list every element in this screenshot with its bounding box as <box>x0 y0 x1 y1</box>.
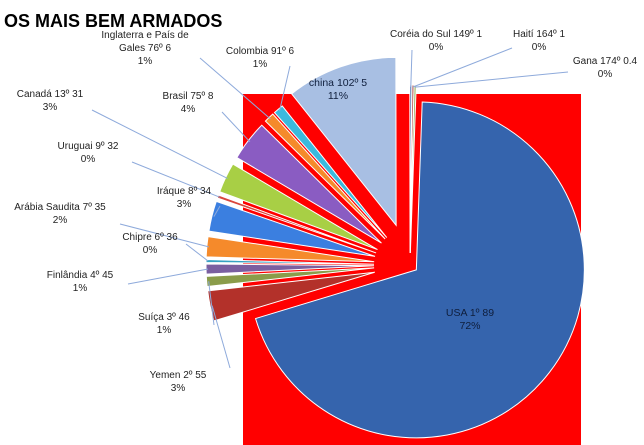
leader-line <box>213 205 221 217</box>
pie-slice <box>409 84 417 254</box>
slice-label: Suíça 3º 46 1% <box>138 312 190 336</box>
leader-line <box>410 49 413 88</box>
leader-line <box>185 243 209 262</box>
leader-line <box>415 71 569 88</box>
slice-label: Uruguai 9º 32 0% <box>58 141 119 165</box>
leader-line <box>412 47 513 88</box>
pie-slice <box>273 105 388 238</box>
leader-lines <box>91 47 569 369</box>
slice-label: Canadá 13º 31 3% <box>17 89 84 113</box>
slice-label: Yemen 2º 55 3% <box>150 370 207 394</box>
leader-line <box>119 223 209 248</box>
slice-label: Finlândia 4º 45 1% <box>47 270 114 294</box>
leader-line <box>211 305 231 369</box>
slice-labels: USA 1º 89 72% Yemen 2º 55 3% Suíça 3º 46 1% Fi… <box>14 29 637 394</box>
slice-label: Iráque 8º 34 3% <box>157 186 212 210</box>
slice-label: USA 1º 89 72% <box>446 307 494 332</box>
slice-label: Gana 174º 0.4 0% <box>573 56 638 80</box>
slice-label: china 102º 5 11% <box>309 77 367 102</box>
slice-label: Haití 164º 1 0% <box>513 29 565 53</box>
leader-line <box>199 57 271 120</box>
slice-label: Arábia Saudita 7º 35 2% <box>14 202 106 226</box>
slice-label: Coréia do Sul 149º 1 0% <box>390 29 482 53</box>
slice-label: Brasil 75º 8 4% <box>163 91 214 115</box>
pie-slice <box>254 101 585 439</box>
pie-slice <box>208 200 376 257</box>
chart-title: OS MAIS BEM ARMADOS <box>4 11 222 31</box>
pie-slice <box>290 56 397 227</box>
leader-line <box>279 65 291 111</box>
slice-label: Colombia 91º 6 1% <box>226 46 295 70</box>
leader-line <box>91 109 228 179</box>
leader-line <box>131 161 220 198</box>
leader-line <box>127 268 209 285</box>
leader-line <box>208 281 215 326</box>
leader-line <box>221 111 251 143</box>
slice-label: Inglaterra e País de Gales 76º 6 1% <box>101 30 189 67</box>
pie-slice <box>205 267 375 288</box>
pie-slices <box>205 56 585 439</box>
slice-label: Chipre 6º 36 0% <box>122 232 178 256</box>
